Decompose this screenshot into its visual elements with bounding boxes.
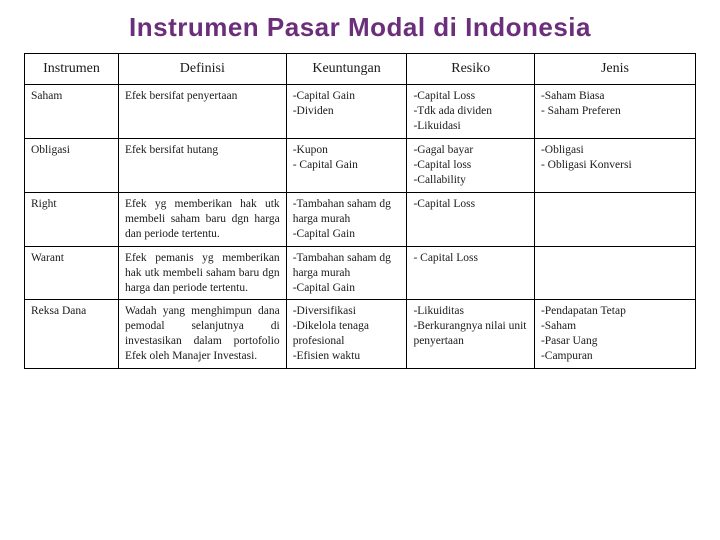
table-header-row: Instrumen Definisi Keuntungan Resiko Jen… (25, 54, 696, 85)
table-row: Right Efek yg memberikan hak utk membeli… (25, 192, 696, 246)
table-row: Warant Efek pemanis yg memberikan hak ut… (25, 246, 696, 300)
cell-instrumen: Obligasi (25, 139, 119, 193)
cell-definisi: Efek bersifat hutang (118, 139, 286, 193)
cell-resiko: -Capital Loss (407, 192, 534, 246)
cell-keuntungan: -Tambahan saham dg harga murah-Capital G… (286, 192, 407, 246)
cell-keuntungan: -Capital Gain-Dividen (286, 85, 407, 139)
cell-instrumen: Reksa Dana (25, 300, 119, 369)
col-instrumen: Instrumen (25, 54, 119, 85)
cell-resiko: -Capital Loss-Tdk ada dividen-Likuidasi (407, 85, 534, 139)
cell-jenis: -Obligasi- Obligasi Konversi (534, 139, 695, 193)
cell-instrumen: Saham (25, 85, 119, 139)
col-keuntungan: Keuntungan (286, 54, 407, 85)
instruments-table: Instrumen Definisi Keuntungan Resiko Jen… (24, 53, 696, 369)
col-resiko: Resiko (407, 54, 534, 85)
cell-definisi: Efek yg memberikan hak utk membeli saham… (118, 192, 286, 246)
cell-instrumen: Right (25, 192, 119, 246)
cell-definisi: Efek pemanis yg memberikan hak utk membe… (118, 246, 286, 300)
cell-jenis: -Saham Biasa- Saham Preferen (534, 85, 695, 139)
cell-definisi: Wadah yang menghimpun dana pemodal selan… (118, 300, 286, 369)
cell-jenis (534, 246, 695, 300)
cell-resiko: - Capital Loss (407, 246, 534, 300)
col-definisi: Definisi (118, 54, 286, 85)
table-row: Obligasi Efek bersifat hutang -Kupon- Ca… (25, 139, 696, 193)
cell-jenis: -Pendapatan Tetap-Saham-Pasar Uang-Campu… (534, 300, 695, 369)
cell-keuntungan: -Kupon- Capital Gain (286, 139, 407, 193)
cell-resiko: -Gagal bayar-Capital loss-Callability (407, 139, 534, 193)
cell-instrumen: Warant (25, 246, 119, 300)
cell-keuntungan: -Tambahan saham dg harga murah-Capital G… (286, 246, 407, 300)
cell-keuntungan: -Diversifikasi-Dikelola tenaga profesion… (286, 300, 407, 369)
cell-jenis (534, 192, 695, 246)
cell-definisi: Efek bersifat penyertaan (118, 85, 286, 139)
page-title: Instrumen Pasar Modal di Indonesia (24, 12, 696, 43)
col-jenis: Jenis (534, 54, 695, 85)
table-row: Saham Efek bersifat penyertaan -Capital … (25, 85, 696, 139)
cell-resiko: -Likuiditas-Berkurangnya nilai unit peny… (407, 300, 534, 369)
table-row: Reksa Dana Wadah yang menghimpun dana pe… (25, 300, 696, 369)
